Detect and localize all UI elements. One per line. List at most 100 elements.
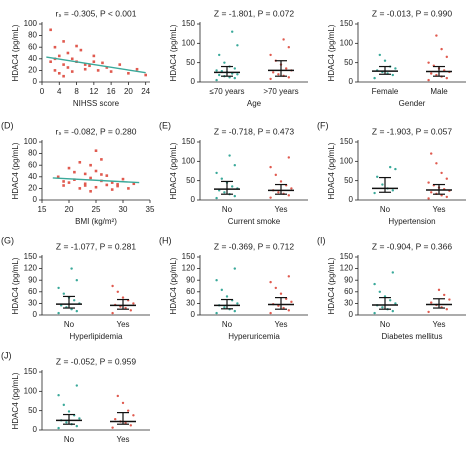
point (83, 182, 87, 186)
dot (394, 302, 397, 305)
y-tick-label: 120 (340, 264, 354, 273)
point (62, 180, 65, 183)
y-tick-label: 150 (340, 137, 354, 146)
dot (223, 306, 226, 309)
dot (391, 189, 394, 192)
dot (430, 191, 433, 194)
dot (75, 384, 79, 387)
y-tick-label: 60 (344, 287, 353, 296)
panel-label: (J) (1, 350, 12, 360)
dot (220, 288, 223, 292)
point (127, 72, 130, 75)
dot (215, 78, 218, 82)
x-tick-label: Yes (432, 320, 445, 329)
point (127, 187, 130, 190)
dot (287, 156, 290, 159)
y-tick-label: 0 (33, 310, 38, 319)
y-tick-label: 80 (28, 149, 37, 158)
x-tick-label: 35 (146, 205, 155, 214)
dot (269, 311, 272, 315)
x-tick-label: 20 (65, 205, 74, 214)
dot (290, 187, 293, 190)
point (79, 48, 83, 52)
dot (445, 177, 448, 180)
panel-label: (G) (1, 235, 14, 245)
point (100, 173, 103, 176)
point (70, 70, 74, 73)
point (62, 74, 65, 78)
y-tick-label: 0 (349, 310, 354, 319)
dot (75, 309, 79, 313)
y-axis-label: HDAC4 (pg/mL) (11, 24, 20, 81)
dot (376, 175, 379, 178)
y-tick-label: 150 (340, 252, 354, 261)
dot (445, 308, 448, 311)
x-tick-label: 30 (119, 205, 128, 214)
point (135, 67, 139, 71)
dot (236, 302, 239, 305)
point (121, 177, 125, 181)
dot (427, 310, 430, 314)
dot (378, 290, 381, 293)
y-tick-label: 20 (28, 184, 37, 193)
y-tick-label: 40 (28, 172, 37, 181)
dot (121, 296, 125, 299)
y-axis-label: HDAC4 (pg/mL) (169, 142, 178, 199)
y-axis-label: HDAC4 (pg/mL) (11, 142, 20, 199)
point (92, 54, 96, 58)
dot (437, 288, 441, 292)
x-tick-label: 4 (57, 87, 62, 96)
x-axis-label: Hyperlipidemia (70, 332, 123, 341)
y-tick-label: 50 (344, 176, 353, 185)
dot (233, 164, 236, 167)
y-tick-label: 150 (182, 137, 196, 146)
dot (391, 73, 394, 77)
point (94, 169, 98, 173)
x-tick-label: Yes (432, 205, 445, 214)
point (110, 188, 114, 191)
dot (282, 38, 285, 41)
dot (430, 152, 433, 155)
dot (445, 55, 448, 59)
x-axis-label: Age (247, 99, 262, 108)
dot (218, 73, 221, 77)
dot (373, 311, 376, 315)
point (101, 61, 104, 65)
dot (132, 414, 135, 417)
annotation: Z = -0.904, P = 0.366 (372, 241, 452, 251)
point (53, 69, 57, 72)
dot (277, 191, 280, 194)
annotation: Z = -1.077, P = 0.281 (56, 241, 136, 251)
annotation: Z = -0.013, P = 0.990 (372, 8, 452, 18)
y-tick-label: 120 (24, 264, 38, 273)
point (75, 44, 78, 48)
point (53, 45, 57, 49)
x-axis-label: Hyperuricemia (228, 332, 280, 341)
dot (233, 67, 236, 70)
dot (75, 424, 79, 428)
point (100, 158, 103, 161)
x-tick-label: No (64, 435, 75, 444)
trend-line (46, 56, 146, 74)
x-tick-label: Yes (274, 205, 287, 214)
dot (269, 165, 272, 169)
point (105, 174, 109, 177)
x-tick-label: No (222, 205, 233, 214)
y-tick-label: 100 (24, 137, 38, 146)
dot (218, 53, 221, 57)
y-tick-label: 100 (182, 156, 196, 165)
dot (427, 181, 430, 184)
annotation: Z = -1.801, P = 0.072 (214, 8, 294, 18)
x-tick-label: Male (430, 87, 448, 96)
point (70, 57, 74, 61)
y-tick-label: 0 (191, 310, 196, 319)
y-tick-label: 0 (191, 195, 196, 204)
dot (236, 73, 239, 76)
point (94, 149, 98, 152)
dot (78, 417, 81, 420)
dot (129, 309, 132, 312)
y-tick-label: 60 (28, 160, 37, 169)
dot (391, 309, 394, 313)
dot (279, 180, 283, 183)
panel-label: (I) (317, 235, 326, 245)
